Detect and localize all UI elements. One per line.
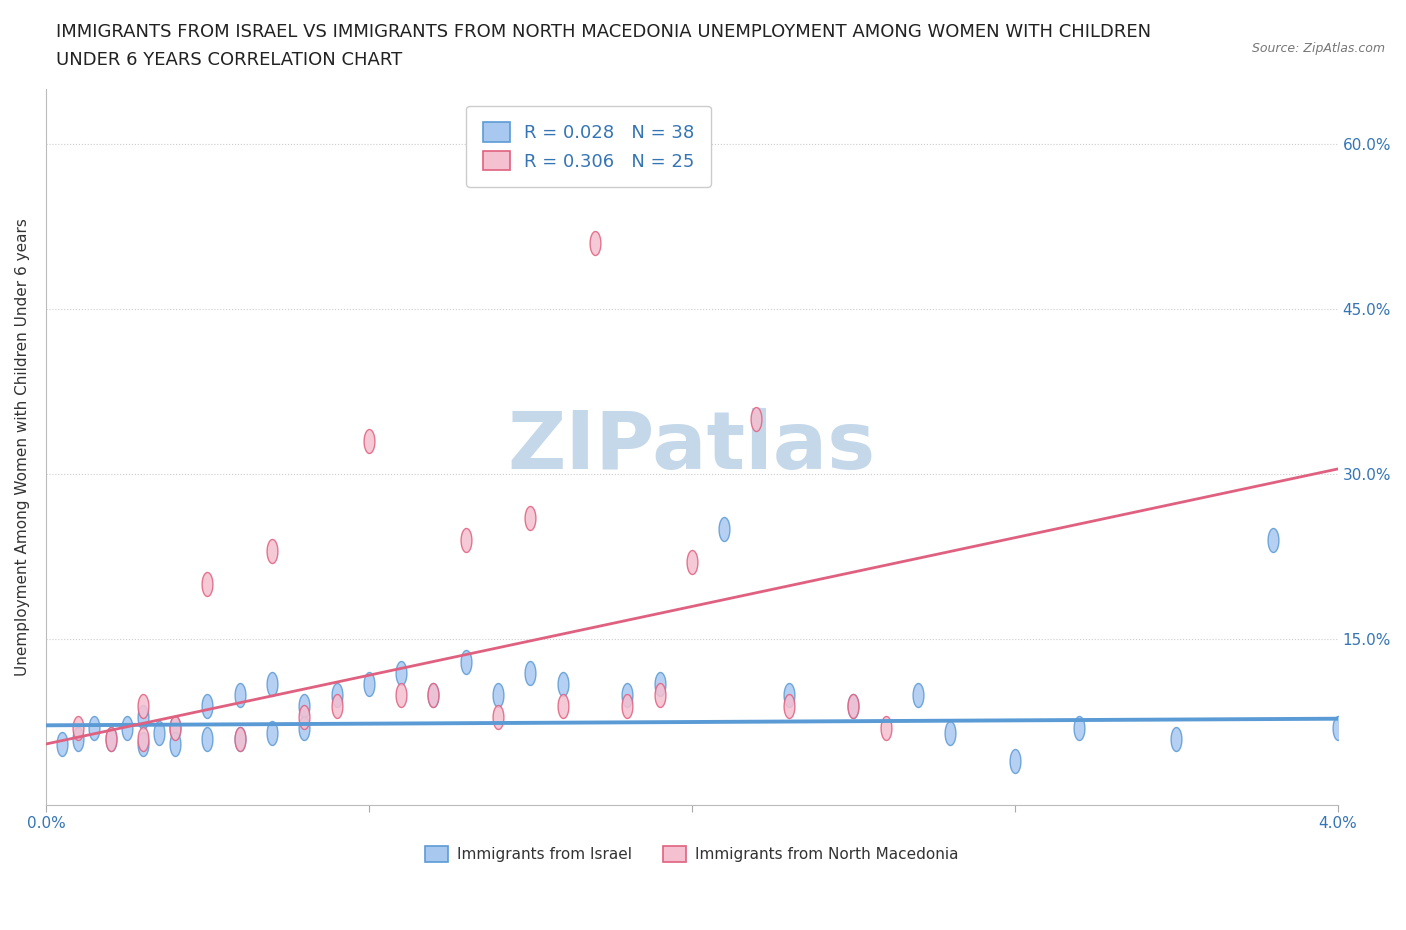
Point xyxy=(197,731,219,746)
Point xyxy=(67,731,90,746)
Point xyxy=(1326,720,1348,735)
Point xyxy=(100,731,122,746)
Point xyxy=(67,720,90,735)
Point xyxy=(745,412,768,427)
Point xyxy=(616,698,638,713)
Point xyxy=(132,709,155,724)
Point xyxy=(165,737,187,751)
Point xyxy=(148,725,170,740)
Point xyxy=(939,725,962,740)
Point xyxy=(1261,533,1284,548)
Text: Source: ZipAtlas.com: Source: ZipAtlas.com xyxy=(1251,42,1385,55)
Point xyxy=(1004,753,1026,768)
Point xyxy=(228,731,250,746)
Point xyxy=(357,676,380,691)
Point xyxy=(115,720,138,735)
Point xyxy=(1166,731,1188,746)
Point xyxy=(842,698,865,713)
Point xyxy=(778,698,800,713)
Point xyxy=(681,555,703,570)
Point xyxy=(551,698,574,713)
Point xyxy=(907,687,929,702)
Point xyxy=(260,676,283,691)
Point xyxy=(389,687,412,702)
Point xyxy=(519,665,541,680)
Point xyxy=(165,720,187,735)
Point xyxy=(486,709,509,724)
Point xyxy=(389,665,412,680)
Point xyxy=(648,687,671,702)
Legend: Immigrants from Israel, Immigrants from North Macedonia: Immigrants from Israel, Immigrants from … xyxy=(419,840,965,869)
Point xyxy=(842,698,865,713)
Point xyxy=(357,434,380,449)
Point xyxy=(165,720,187,735)
Text: IMMIGRANTS FROM ISRAEL VS IMMIGRANTS FROM NORTH MACEDONIA UNEMPLOYMENT AMONG WOM: IMMIGRANTS FROM ISRAEL VS IMMIGRANTS FRO… xyxy=(56,23,1152,41)
Point xyxy=(778,687,800,702)
Point xyxy=(132,737,155,751)
Point xyxy=(197,698,219,713)
Point xyxy=(51,737,73,751)
Point xyxy=(100,731,122,746)
Point xyxy=(875,720,897,735)
Point xyxy=(648,676,671,691)
Point xyxy=(325,687,347,702)
Point xyxy=(583,236,606,251)
Text: ZIPatlas: ZIPatlas xyxy=(508,408,876,486)
Point xyxy=(292,720,315,735)
Point xyxy=(519,512,541,526)
Point xyxy=(713,522,735,537)
Point xyxy=(228,687,250,702)
Point xyxy=(325,698,347,713)
Point xyxy=(454,654,477,669)
Point xyxy=(292,698,315,713)
Point xyxy=(292,709,315,724)
Point xyxy=(551,676,574,691)
Point xyxy=(422,687,444,702)
Point xyxy=(486,687,509,702)
Point xyxy=(83,720,105,735)
Point xyxy=(1069,720,1091,735)
Point xyxy=(132,698,155,713)
Point xyxy=(454,533,477,548)
Point xyxy=(422,687,444,702)
Text: UNDER 6 YEARS CORRELATION CHART: UNDER 6 YEARS CORRELATION CHART xyxy=(56,51,402,69)
Point xyxy=(260,544,283,559)
Point xyxy=(197,577,219,591)
Point xyxy=(132,731,155,746)
Point xyxy=(228,731,250,746)
Y-axis label: Unemployment Among Women with Children Under 6 years: Unemployment Among Women with Children U… xyxy=(15,218,30,676)
Point xyxy=(616,687,638,702)
Point xyxy=(260,725,283,740)
